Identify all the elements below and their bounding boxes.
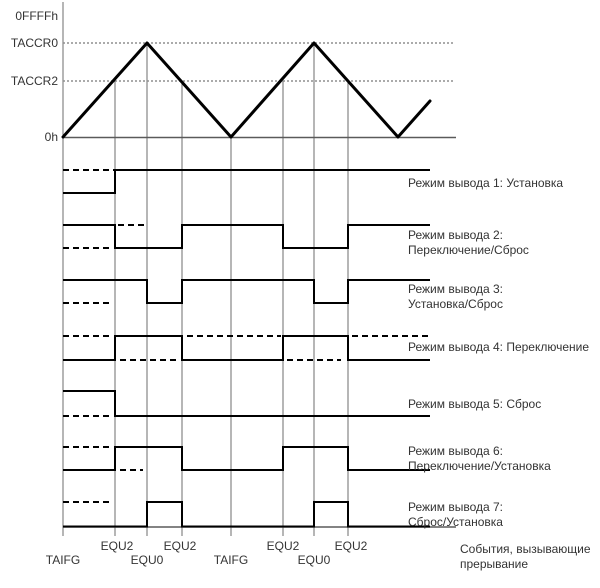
output-waveform-mode-2 xyxy=(63,224,430,249)
interrupt-events-caption-line2: прерывание xyxy=(460,557,529,571)
output-waveform-mode-4 xyxy=(63,335,430,361)
event-label-equ2: EQU2 xyxy=(100,539,134,553)
mode-label-5-line1: Режим вывода 5: Сброс xyxy=(408,397,542,411)
interrupt-events-caption-line1: События, вызывающие xyxy=(460,542,591,556)
output-waveform-mode-3 xyxy=(63,279,430,304)
event-label-taifg: TAIFG xyxy=(45,553,81,567)
y-axis-label-taccr0: TACCR0 xyxy=(10,36,58,50)
mode-label-7: Режим вывода 7: Сброс/Установка xyxy=(408,500,503,530)
event-label-equ0: EQU0 xyxy=(297,553,331,567)
y-axis-label-taccr2: TACCR2 xyxy=(10,74,58,88)
event-label-equ2: EQU2 xyxy=(163,539,197,553)
mode-label-4: Режим вывода 4: Переключение xyxy=(408,340,589,355)
event-label-taifg: TAIFG xyxy=(213,553,249,567)
event-label-equ2: EQU2 xyxy=(334,539,368,553)
mode-label-1: Режим вывода 1: Установка xyxy=(408,176,563,191)
y-axis-label-zero: 0h xyxy=(44,130,58,144)
mode-label-1-line1: Режим вывода 1: Установка xyxy=(408,176,564,190)
mode-label-7-line2: Сброс/Установка xyxy=(408,515,503,529)
event-label-equ2: EQU2 xyxy=(266,539,300,553)
mode-label-3: Режим вывода 3: Установка/Сброс xyxy=(408,282,503,312)
output-waveform-mode-7 xyxy=(63,501,430,528)
mode-label-2-line1: Режим вывода 2: xyxy=(408,228,503,242)
mode-label-6: Режим вывода 6: Переключение/Установка xyxy=(408,444,551,474)
mode-label-6-line2: Переключение/Установка xyxy=(408,459,551,473)
mode-label-5: Режим вывода 5: Сброс xyxy=(408,397,541,412)
y-axis-label-max: 0FFFFh xyxy=(15,9,58,23)
event-label-equ0: EQU0 xyxy=(130,553,164,567)
mode-label-2-line2: Переключение/Сброс xyxy=(408,243,529,257)
output-waveform-mode-1 xyxy=(63,169,430,194)
mode-label-3-line1: Режим вывода 3: xyxy=(408,282,503,296)
output-waveform-mode-6 xyxy=(63,446,430,471)
counter-triangle-waveform xyxy=(61,41,432,139)
mode-label-6-line1: Режим вывода 6: xyxy=(408,444,503,458)
output-waveform-mode-5 xyxy=(63,390,430,417)
mode-label-7-line1: Режим вывода 7: xyxy=(408,500,503,514)
interrupt-events-caption: События, вызывающие прерывание xyxy=(460,542,591,572)
mode-label-3-line2: Установка/Сброс xyxy=(408,297,503,311)
mode-label-2: Режим вывода 2: Переключение/Сброс xyxy=(408,228,529,258)
mode-label-4-line1: Режим вывода 4: Переключение xyxy=(408,340,590,354)
